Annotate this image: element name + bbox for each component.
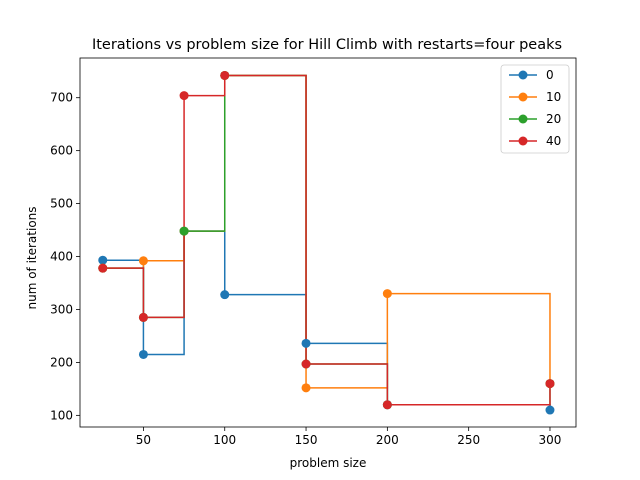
series-line-0: [102, 230, 551, 411]
data-point-10: [138, 256, 148, 266]
series-line-10: [102, 74, 551, 389]
x-tick-label: 150: [295, 433, 318, 447]
data-point-40: [98, 263, 108, 273]
legend-swatch-marker: [518, 70, 528, 80]
y-axis-label: num of iterations: [25, 206, 39, 309]
legend: 0 10 20 40: [500, 64, 570, 154]
x-tick-label: 200: [376, 433, 399, 447]
data-point-0: [220, 290, 230, 300]
y-tick-label: 600: [50, 144, 73, 158]
series-line-40: [102, 74, 551, 406]
data-point-20: [179, 226, 189, 236]
data-point-40: [220, 70, 230, 80]
legend-swatch-marker: [518, 114, 528, 124]
x-axis-label: problem size: [290, 456, 367, 470]
legend-box: [500, 64, 570, 154]
legend-swatch-marker: [518, 136, 528, 146]
data-point-0: [98, 255, 108, 265]
legend-label: 0: [546, 68, 554, 82]
y-tick-label: 400: [50, 250, 73, 264]
data-point-40: [545, 379, 555, 389]
data-point-0: [545, 405, 555, 415]
chart-title: Iterations vs problem size for Hill Clim…: [92, 37, 562, 53]
y-tick-label: 200: [50, 355, 73, 369]
data-point-40: [179, 91, 189, 101]
x-tick-label: 250: [457, 433, 480, 447]
plot-frame: [79, 57, 577, 428]
x-tick-label: 100: [213, 433, 236, 447]
x-tick-label: 50: [136, 433, 151, 447]
y-tick-label: 500: [50, 197, 73, 211]
x-axis: 50 100 150 200 250 300: [136, 427, 562, 447]
legend-label: 40: [546, 134, 561, 148]
legend-label: 10: [546, 90, 561, 104]
y-axis: 100 200 300 400 500 600 700: [50, 91, 80, 422]
y-tick-label: 300: [50, 302, 73, 316]
y-tick-label: 700: [50, 91, 73, 105]
x-tick-label: 300: [539, 433, 562, 447]
series-line-20: [102, 74, 551, 406]
data-point-10: [382, 289, 392, 299]
plot-area: [98, 70, 555, 415]
y-tick-label: 100: [50, 408, 73, 422]
legend-label: 20: [546, 112, 561, 126]
data-point-10: [301, 383, 311, 393]
data-point-40: [382, 400, 392, 410]
data-point-0: [301, 338, 311, 348]
legend-swatch-marker: [518, 92, 528, 102]
data-point-0: [138, 349, 148, 359]
data-point-40: [138, 312, 148, 322]
data-point-40: [301, 359, 311, 369]
